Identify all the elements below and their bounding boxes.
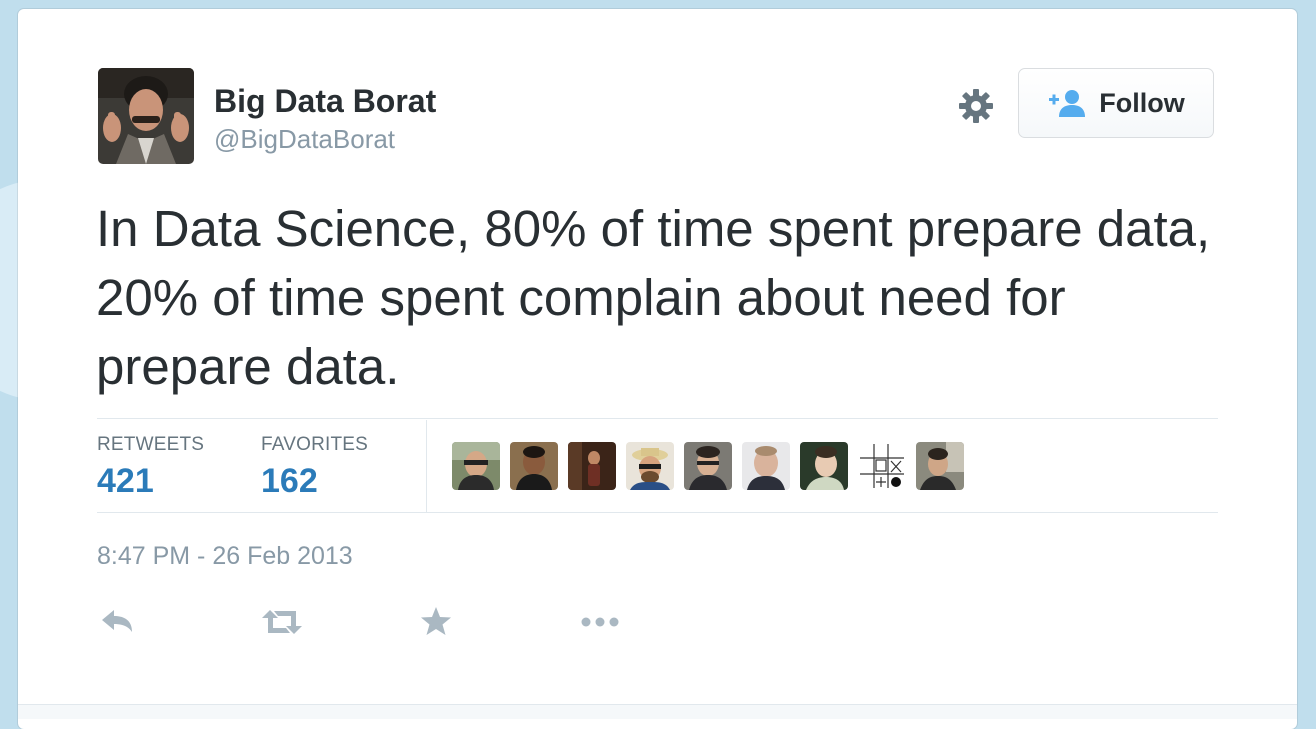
favorite-star-icon[interactable] (418, 604, 458, 640)
retweet-icon[interactable] (260, 604, 302, 640)
user-avatar[interactable] (452, 442, 500, 490)
follow-label: Follow (1099, 87, 1185, 118)
user-avatar[interactable] (858, 442, 906, 490)
user-avatar[interactable] (742, 442, 790, 490)
tweet-text: In Data Science, 80% of time spent prepa… (96, 200, 1211, 395)
favorites-count[interactable]: 162 (261, 462, 318, 500)
reply-icon[interactable] (98, 604, 138, 640)
user-avatar[interactable] (684, 442, 732, 490)
follow-button[interactable]: Follow (1018, 68, 1214, 138)
stats-vertical-divider (426, 420, 427, 512)
more-ellipsis-icon[interactable] (580, 604, 620, 640)
favorites-label: FAVORITES (261, 434, 369, 455)
gear-icon[interactable] (956, 86, 996, 126)
divider-top (97, 418, 1218, 419)
user-avatar[interactable] (510, 442, 558, 490)
divider-bottom (97, 512, 1218, 513)
user-avatar[interactable] (916, 442, 964, 490)
favoriter-avatars (452, 442, 974, 490)
favorites-stat[interactable]: FAVORITES 162 (261, 434, 368, 501)
retweets-label: RETWEETS (97, 434, 205, 455)
screen-name[interactable]: @BigDataBorat (214, 124, 396, 154)
user-avatar[interactable] (800, 442, 848, 490)
profile-avatar[interactable] (98, 68, 194, 164)
retweets-count[interactable]: 421 (97, 462, 154, 500)
card-footer-strip (18, 704, 1297, 719)
person-add-icon (1049, 90, 1086, 117)
retweets-stat[interactable]: RETWEETS 421 (97, 434, 204, 501)
tweet-timestamp[interactable]: 8:47 PM - 26 Feb 2013 (97, 542, 353, 570)
avatar-image (98, 68, 194, 164)
display-name[interactable]: Big Data Borat (214, 83, 437, 119)
user-avatar[interactable] (568, 442, 616, 490)
user-avatar[interactable] (626, 442, 674, 490)
